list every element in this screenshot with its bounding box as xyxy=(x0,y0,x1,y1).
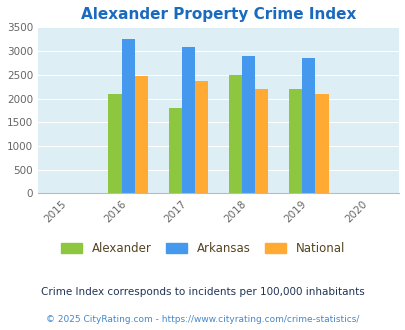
Bar xyxy=(122,39,134,193)
Bar xyxy=(181,48,195,193)
Bar xyxy=(168,108,181,193)
Bar xyxy=(134,76,148,193)
Text: Crime Index corresponds to incidents per 100,000 inhabitants: Crime Index corresponds to incidents per… xyxy=(41,287,364,297)
Legend: Alexander, Arkansas, National: Alexander, Arkansas, National xyxy=(56,237,349,260)
Bar xyxy=(228,75,241,193)
Title: Alexander Property Crime Index: Alexander Property Crime Index xyxy=(81,7,355,22)
Bar xyxy=(195,81,208,193)
Bar xyxy=(255,89,268,193)
Bar xyxy=(108,94,122,193)
Text: © 2025 CityRating.com - https://www.cityrating.com/crime-statistics/: © 2025 CityRating.com - https://www.city… xyxy=(46,315,359,324)
Bar xyxy=(301,58,315,193)
Bar xyxy=(315,94,328,193)
Bar xyxy=(288,89,301,193)
Bar xyxy=(241,56,255,193)
